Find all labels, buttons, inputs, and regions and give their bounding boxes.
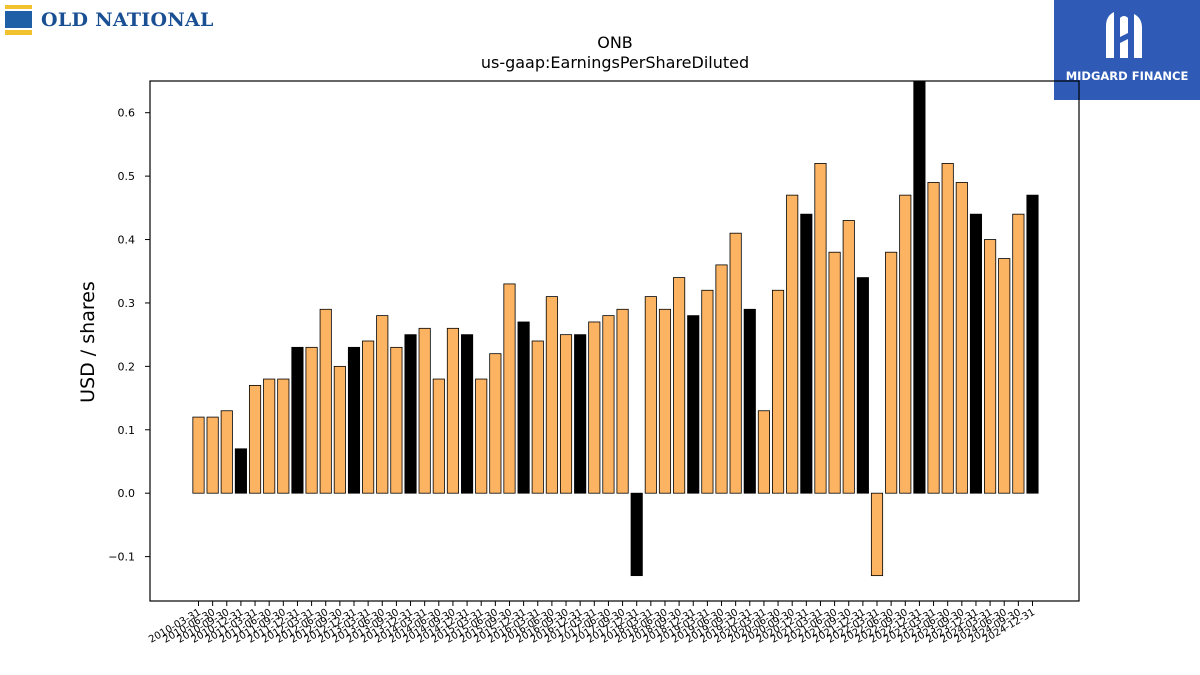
watermark-text: MIDGARD FINANCE — [1065, 69, 1189, 83]
bar-2012-12-31 — [347, 346, 361, 494]
bar-2020-09-30 — [786, 194, 799, 494]
chart-subtitle: us-gaap:EarningsPerShareDiluted — [481, 53, 749, 72]
bar-2018-03-31 — [644, 296, 657, 494]
y-tick-label: 0.4 — [118, 234, 136, 247]
bar-2010-03-31 — [192, 416, 205, 494]
old-national-logo-icon — [5, 5, 32, 35]
bar-2012-03-31 — [305, 346, 318, 494]
bar-2024-03-31 — [984, 239, 997, 494]
brand-name: OLD NATIONAL — [41, 9, 214, 31]
y-tick-label: 0.5 — [118, 170, 136, 183]
bar-2014-12-31 — [461, 334, 474, 494]
bar-2015-12-31 — [517, 321, 530, 494]
bar-2019-12-31 — [743, 308, 756, 494]
bar-2011-12-31 — [291, 346, 304, 494]
bar-2013-03-31 — [362, 340, 375, 494]
bar-2019-06-30 — [715, 264, 728, 494]
y-tick-label: 0.3 — [118, 297, 136, 310]
bar-2015-09-30 — [503, 283, 516, 494]
bar-2021-09-30 — [842, 220, 855, 494]
bar-2022-09-30 — [899, 194, 912, 494]
bars-layer — [192, 80, 1039, 577]
y-tick-label: 0.1 — [118, 424, 136, 437]
y-tick-label: 0.0 — [118, 487, 136, 500]
bar-2017-03-31 — [588, 321, 601, 494]
bar-2013-09-30 — [390, 346, 403, 494]
bar-2016-09-30 — [559, 334, 573, 494]
x-axis: 2010-03-312010-06-302010-09-302010-12-31… — [147, 601, 1037, 646]
bar-2017-12-31 — [630, 492, 643, 577]
bar-2021-12-31 — [856, 277, 869, 494]
bar-2018-12-31 — [687, 315, 700, 494]
bar-2012-06-30 — [319, 308, 332, 494]
bar-2024-09-30 — [1012, 213, 1025, 494]
bar-2023-09-30 — [955, 182, 968, 494]
plot-frame — [149, 80, 1080, 602]
bar-2022-06-30 — [885, 251, 898, 494]
y-axis: −0.1 0.0 0.1 0.2 0.3 0.4 0.5 0.6 — [108, 107, 150, 564]
bar-2015-03-31 — [475, 378, 488, 494]
bar-2022-12-31 — [913, 80, 926, 494]
bar-2021-06-30 — [828, 251, 841, 494]
bar-2019-09-30 — [729, 232, 742, 494]
y-tick-label: 0.2 — [118, 360, 136, 373]
bar-2017-09-30 — [616, 308, 629, 494]
bar-2013-06-30 — [376, 315, 389, 494]
bar-2018-06-30 — [658, 308, 672, 494]
old-national-logo: OLD NATIONAL — [5, 5, 214, 35]
midgard-finance-logo-icon — [1106, 12, 1142, 58]
bar-2012-09-30 — [333, 365, 346, 494]
bar-2010-09-30 — [220, 410, 233, 494]
bar-2011-06-30 — [263, 378, 276, 494]
y-axis-label: USD / shares — [77, 281, 99, 403]
bar-2024-12-31 — [1026, 194, 1039, 494]
bar-2010-06-30 — [206, 416, 219, 494]
bar-2023-03-31 — [927, 182, 940, 494]
bar-2011-09-30 — [277, 378, 290, 494]
bar-2020-03-31 — [757, 410, 770, 494]
chart-title: ONB — [597, 33, 633, 52]
bar-2014-09-30 — [446, 327, 459, 494]
bar-2014-06-30 — [432, 378, 445, 494]
bar-2020-12-31 — [800, 213, 813, 494]
bar-2021-03-31 — [814, 163, 827, 494]
bar-2017-06-30 — [602, 315, 615, 494]
bar-2013-12-31 — [404, 334, 417, 494]
bar-2014-03-31 — [418, 327, 431, 494]
y-tick-label: 0.6 — [118, 107, 136, 120]
bar-2016-03-31 — [531, 340, 544, 494]
bar-2018-09-30 — [673, 277, 686, 494]
bar-2015-06-30 — [489, 353, 502, 494]
y-tick-label: −0.1 — [108, 551, 135, 564]
bar-2011-03-31 — [248, 384, 262, 494]
bar-2019-03-31 — [701, 289, 714, 494]
bar-2022-03-31 — [870, 492, 884, 577]
bar-2016-06-30 — [545, 296, 558, 494]
bar-2024-06-30 — [998, 258, 1011, 494]
bar-2023-06-30 — [941, 163, 954, 494]
midgard-finance-watermark: MIDGARD FINANCE — [1054, 0, 1200, 100]
bar-2023-12-31 — [969, 213, 983, 494]
bar-2010-12-31 — [234, 448, 247, 494]
bar-2020-06-30 — [772, 289, 785, 494]
bar-2016-12-31 — [574, 334, 587, 494]
